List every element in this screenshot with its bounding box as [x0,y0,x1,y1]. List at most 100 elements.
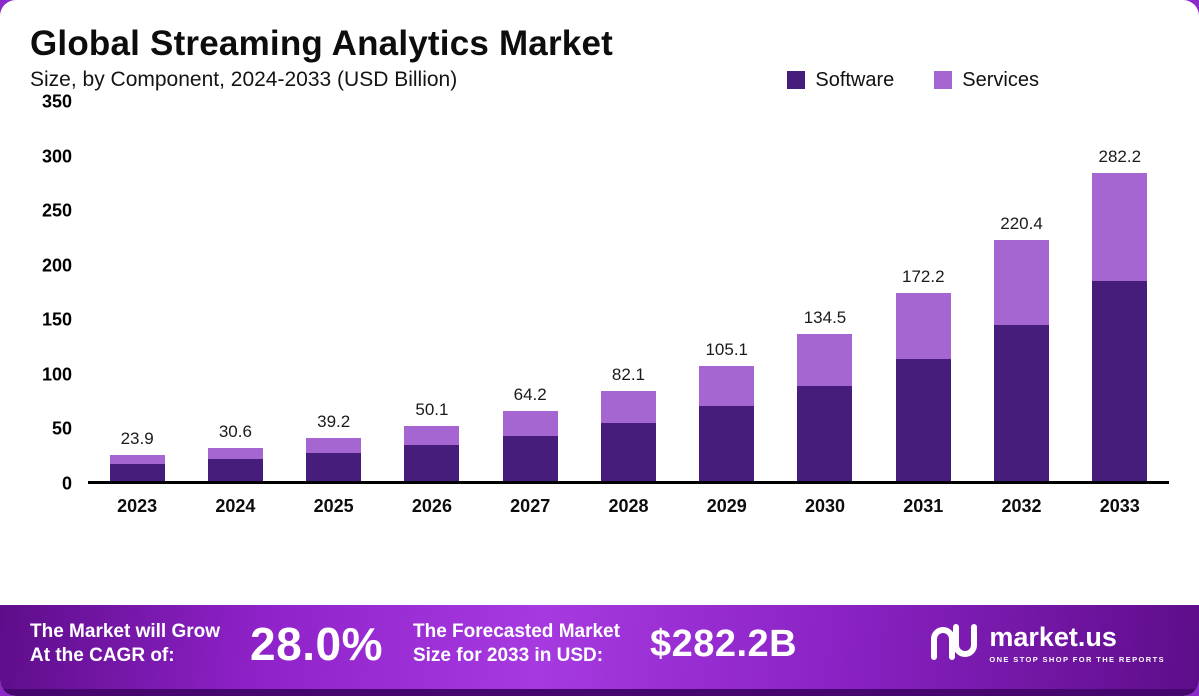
forecast-label: The Forecasted Market Size for 2033 in U… [413,620,620,668]
services-segment [895,293,951,359]
forecast-label-line1: The Forecasted Market [412,621,620,643]
x-axis-label: 2030 [804,496,846,516]
bar-chart: 0 50 100 150 200 250 300 350 23.9 30.6 39.2 50.1 64… [22,92,1169,517]
bar-value-label: 172.2 [901,267,945,287]
legend-item-software: Software [787,69,894,92]
services-segment [994,240,1050,325]
bar-value-label: 82.1 [611,365,645,385]
stacked-bar [207,447,263,481]
forecast-value: $282.2B [649,622,798,665]
bar-column: 50.1 [383,102,481,481]
x-axis-label: 2023 [117,496,158,516]
services-segment [797,334,853,386]
bar-value-label: 23.9 [120,428,154,448]
x-axis-label: 2032 [1001,496,1042,516]
bar-value-label: 50.1 [415,400,449,420]
brand-logo-icon [929,623,978,665]
bar-value-label: 64.2 [513,384,547,404]
cagr-label-line1: The Market will Grow [30,621,221,643]
bar-column: 39.2 [285,102,383,481]
legend-label: Software [815,68,895,91]
software-segment [797,385,853,481]
stacked-bar [699,366,755,481]
chart-card: Global Streaming Analytics Market Size, … [22,24,1169,517]
software-segment [994,324,1050,481]
legend-item-services: Services [934,69,1039,92]
software-segment [699,406,755,481]
brand-block: market.us ONE STOP SHOP FOR THE REPORTS [929,622,1165,665]
legend-swatch [787,71,806,89]
x-axis-label: 2026 [411,496,452,516]
bar-column: 172.2 [874,102,972,481]
stacked-bar [502,410,558,481]
x-axis: 2023 2024 2025 2026 2027 2028 2029 2030 2031 2032… [88,496,1169,517]
y-tick-label: 300 [41,146,72,167]
software-segment [109,464,165,481]
stacked-bar [109,454,165,481]
cagr-value: 28.0% [250,618,383,670]
page-title: Global Streaming Analytics Market [30,24,613,63]
bar-column: 82.1 [579,102,677,481]
y-tick-label: 150 [41,309,72,330]
services-segment [109,454,165,465]
brand-tagline: ONE STOP SHOP FOR THE REPORTS [989,655,1165,664]
bar-value-label: 30.6 [218,421,252,441]
y-axis: 0 50 100 150 200 250 300 350 [22,92,88,494]
services-segment [502,410,558,436]
x-axis-label: 2025 [313,496,354,516]
services-segment [404,426,460,446]
bar-column: 220.4 [972,102,1070,481]
cagr-label: The Market will Grow At the CAGR of: [30,620,220,668]
forecast-label-line2: Size for 2033 in USD: [412,645,604,666]
subtitle-row: Size, by Component, 2024-2033 (USD Billi… [30,68,1169,92]
stacked-bar [895,293,951,481]
services-segment [1092,173,1148,281]
bar-value-label: 105.1 [705,340,748,360]
stacked-bar [600,391,656,481]
bar-column: 23.9 [88,102,186,481]
x-axis-label: 2029 [706,496,747,516]
y-tick-label: 0 [61,473,72,494]
legend-label: Services [962,68,1039,91]
plot-outer: 23.9 30.6 39.2 50.1 64.2 82.1 105.1 134.5 172.2 2… [88,102,1169,517]
software-segment [207,459,263,481]
stacked-bar [404,426,460,481]
software-segment [306,453,362,481]
software-segment [404,445,460,481]
chart-subtitle: Size, by Component, 2024-2033 (USD Billi… [30,68,458,91]
y-tick-label: 50 [51,418,72,439]
services-segment [699,366,755,407]
bar-column: 134.5 [776,102,874,481]
y-tick-label: 200 [41,255,72,276]
software-segment [895,358,951,481]
services-segment [207,447,263,460]
stacked-bar [797,334,853,481]
y-tick-label: 100 [41,364,72,385]
x-axis-label: 2033 [1099,496,1140,516]
brand-name: market.us [989,622,1117,652]
chart-legend: Software Services [787,69,1039,92]
plot-area: 23.9 30.6 39.2 50.1 64.2 82.1 105.1 134.5 172.2 2… [88,102,1169,484]
stacked-bar [306,438,362,481]
x-axis-label: 2027 [510,496,551,516]
bar-column: 30.6 [186,102,284,481]
stacked-bar [1092,173,1148,481]
software-segment [600,422,656,481]
stacked-bar [994,240,1050,481]
software-segment [1092,280,1148,481]
y-tick-label: 250 [41,200,72,221]
legend-swatch [934,71,953,89]
cagr-label-line2: At the CAGR of: [30,645,175,666]
bar-column: 105.1 [678,102,776,481]
x-axis-label: 2031 [903,496,944,516]
brand-text: market.us ONE STOP SHOP FOR THE REPORTS [989,622,1165,665]
bar-value-label: 134.5 [803,308,847,328]
bar-value-label: 282.2 [1098,147,1142,167]
bar-value-label: 220.4 [1000,214,1043,234]
services-segment [600,391,656,423]
services-segment [306,438,362,454]
bar-value-label: 39.2 [317,412,351,432]
x-axis-label: 2024 [215,496,256,516]
bar-column: 64.2 [481,102,579,481]
